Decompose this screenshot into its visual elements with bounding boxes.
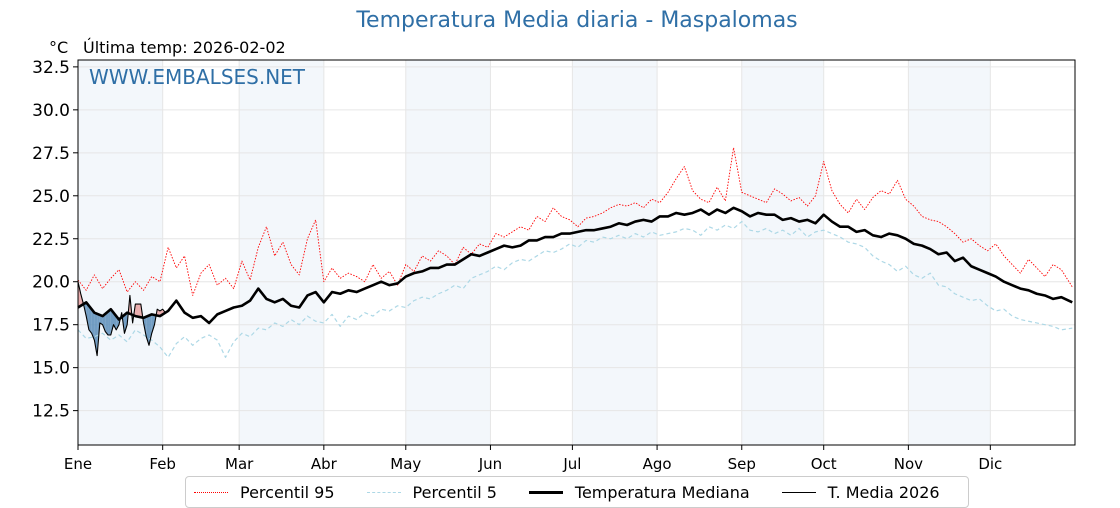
- anomaly-fill: [99, 314, 103, 325]
- x-tick-label: Jun: [478, 455, 502, 473]
- legend-swatch-current: [781, 491, 816, 493]
- y-ticks: 12.5 15.0 17.5 20.0 22.5 25.0 27.5 30.0 32.5: [32, 58, 78, 422]
- month-shade: [741, 60, 824, 445]
- legend: Percentil 95 Percentil 5 Temperatura Med…: [185, 476, 969, 508]
- y-tick-label: 12.5: [32, 402, 70, 422]
- anomaly-fill: [88, 305, 92, 334]
- month-shade: [908, 60, 991, 445]
- y-tick-label: 15.0: [32, 359, 70, 379]
- legend-item-p95: Percentil 95: [194, 483, 335, 502]
- anomaly-fill: [110, 309, 114, 335]
- anomaly-fill: [94, 312, 98, 356]
- y-tick-label: 30.0: [32, 101, 70, 121]
- legend-item-median: Temperatura Mediana: [528, 482, 750, 502]
- x-tick-label: Feb: [149, 455, 176, 473]
- legend-label-median: Temperatura Mediana: [574, 482, 750, 502]
- y-tick-label: 20.0: [32, 273, 70, 293]
- anomaly-fill: [105, 311, 109, 335]
- legend-item-current: T. Media 2026: [781, 482, 940, 502]
- y-tick-label: 17.5: [32, 316, 70, 336]
- x-tick-label: Oct: [811, 455, 837, 473]
- month-shade: [405, 60, 491, 445]
- anomaly-fill: [138, 304, 141, 318]
- median-line: [77, 206, 1073, 325]
- anomaly-fill: [149, 314, 152, 346]
- anomaly-fill: [124, 312, 128, 334]
- anomaly-fill: [108, 309, 111, 335]
- month-shade: [78, 60, 163, 445]
- legend-swatch-median: [528, 490, 563, 494]
- y-tick-label: 22.5: [32, 230, 70, 250]
- grid-lines: [77, 60, 1075, 445]
- x-tick-label: Ago: [643, 455, 672, 473]
- y-axis-unit: °C: [49, 38, 69, 57]
- chart-title: Temperatura Media diaria - Maspalomas: [356, 8, 798, 33]
- x-tick-label: Ene: [64, 455, 92, 473]
- x-ticks: Ene Feb Mar Abr May Jun Jul Ago Sep Oct Nov Dic: [64, 445, 1002, 473]
- y-tick-label: 32.5: [32, 58, 70, 78]
- x-tick-label: Mar: [225, 455, 254, 473]
- watermark: WWW.EMBALSES.NET: [89, 65, 306, 89]
- month-shades: [78, 60, 991, 445]
- anomaly-fill: [135, 304, 139, 317]
- x-tick-label: Jul: [562, 455, 581, 473]
- x-tick-label: Dic: [978, 455, 1002, 473]
- x-tick-label: Sep: [728, 455, 756, 473]
- last-temp-label: Última temp: 2026-02-02: [83, 38, 286, 57]
- p95-line: [77, 147, 1073, 296]
- x-tick-label: May: [390, 455, 421, 473]
- legend-swatch-p95: [194, 491, 228, 493]
- month-shade: [239, 60, 324, 445]
- series-lines: [77, 147, 1073, 358]
- legend-label-current: T. Media 2026: [827, 482, 940, 502]
- y-tick-label: 25.0: [32, 187, 70, 207]
- y-tick-label: 27.5: [32, 144, 70, 164]
- current-year-line: [77, 281, 166, 357]
- p5-line: [77, 220, 1073, 358]
- anomaly-fill: [78, 281, 81, 308]
- legend-label-p5: Percentil 5: [412, 482, 497, 502]
- anomaly-fill: [86, 302, 89, 330]
- plot-frame: [77, 59, 1076, 446]
- month-shade: [572, 60, 658, 445]
- x-tick-label: Nov: [894, 455, 923, 473]
- anomaly-fill: [151, 314, 155, 334]
- anomaly-fill: [102, 313, 106, 332]
- x-tick-label: Abr: [311, 455, 338, 473]
- anomaly-fill: [91, 309, 95, 341]
- axes: [77, 59, 1076, 446]
- legend-label-p95: Percentil 95: [240, 482, 335, 502]
- legend-item-p5: Percentil 5: [366, 482, 497, 502]
- legend-swatch-p5: [366, 491, 401, 493]
